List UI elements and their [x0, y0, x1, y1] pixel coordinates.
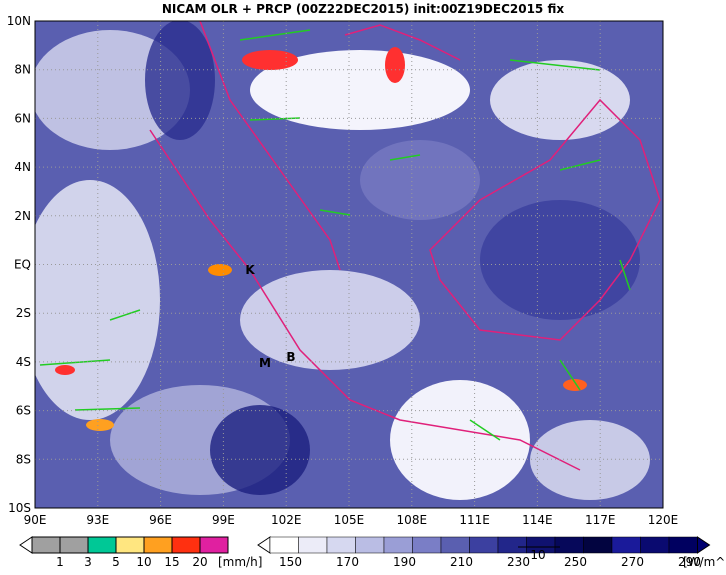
colorbar-label: 290: [678, 555, 701, 569]
y-tick-label: 2N: [14, 209, 31, 223]
title: NICAM OLR + PRCP (00Z22DEC2015) init:00Z…: [162, 2, 564, 16]
map-label: K: [245, 263, 255, 277]
colorbar-cell: [611, 536, 641, 554]
colorbar-cell: [554, 536, 584, 554]
y-tick-label: 4N: [14, 160, 31, 174]
colorbar-cell: [326, 536, 356, 554]
x-tick-label: 114E: [522, 513, 553, 527]
x-tick-label: 120E: [648, 513, 679, 527]
colorbar-arrow: [19, 536, 33, 554]
colorbar-cell: [171, 536, 201, 554]
x-tick-label: 99E: [212, 513, 235, 527]
x-tick-label: 90E: [24, 513, 47, 527]
x-tick-label: 93E: [86, 513, 109, 527]
olr-field: [35, 21, 663, 508]
colorbar-cell: [412, 536, 442, 554]
colorbar-cell: [497, 536, 527, 554]
map-label: B: [286, 350, 295, 364]
colorbar-cell: [31, 536, 61, 554]
x-tick-label: 96E: [149, 513, 172, 527]
colorbar-label: 20: [192, 555, 207, 569]
colorbar-label: 190: [393, 555, 416, 569]
colorbar-label: 210: [450, 555, 473, 569]
y-tick-label: 10S: [8, 501, 31, 515]
vector-label: 10: [530, 548, 545, 562]
colorbar-label: 230: [507, 555, 530, 569]
colorbar-cell: [383, 536, 413, 554]
colorbar-cell: [199, 536, 229, 554]
colorbar-label: 150: [279, 555, 302, 569]
colorbar-label: 170: [336, 555, 359, 569]
colorbar-label: 3: [84, 555, 92, 569]
map-label: M: [259, 356, 271, 370]
x-tick-label: 111E: [459, 513, 490, 527]
colorbar-label: 1: [56, 555, 64, 569]
colorbar-cell: [59, 536, 89, 554]
colorbar-cell: [143, 536, 173, 554]
x-tick-label: 117E: [585, 513, 616, 527]
colorbar-cell: [668, 536, 698, 554]
x-tick-label: 105E: [334, 513, 365, 527]
y-tick-label: 8S: [16, 452, 31, 466]
y-tick-label: 2S: [16, 306, 31, 320]
plot-frame: [34, 20, 664, 509]
colorbar-label: 5: [112, 555, 120, 569]
axes: 90E 93E 96E 99E 102E 105E 108E 111E 114E 117E 120E…: [7, 14, 679, 527]
colorbar-cell: [469, 536, 499, 554]
y-tick-label: 6S: [16, 404, 31, 418]
colorbar-cell: [640, 536, 670, 554]
colorbar-cell: [87, 536, 117, 554]
colorbar-cell: [115, 536, 145, 554]
colorbar-label: 10: [136, 555, 151, 569]
legends: 1 3 5 10 15 20 150 170 190 210 230 250 270 290: [19, 536, 711, 569]
y-tick-label: 10N: [7, 14, 31, 28]
olr-unit: [W/m^2]: [683, 555, 726, 569]
colorbar-label: 250: [564, 555, 587, 569]
colorbar-arrow: [257, 536, 271, 554]
y-tick-label: EQ: [14, 258, 31, 272]
y-tick-label: 6N: [14, 111, 31, 125]
grid: [35, 21, 663, 508]
colorbar-cell: [583, 536, 613, 554]
precip-unit: [mm/h]: [218, 555, 262, 569]
colorbar-cell: [269, 536, 299, 554]
colorbar-arrow: [697, 536, 711, 554]
y-tick-label: 8N: [14, 63, 31, 77]
colorbar-label: 15: [164, 555, 179, 569]
colorbar-label: 270: [621, 555, 644, 569]
y-tick-label: 4S: [16, 355, 31, 369]
x-tick-label: 102E: [271, 513, 302, 527]
colorbar-cell: [355, 536, 385, 554]
colorbar-cell: [298, 536, 328, 554]
colorbar-cell: [440, 536, 470, 554]
x-tick-label: 108E: [397, 513, 428, 527]
